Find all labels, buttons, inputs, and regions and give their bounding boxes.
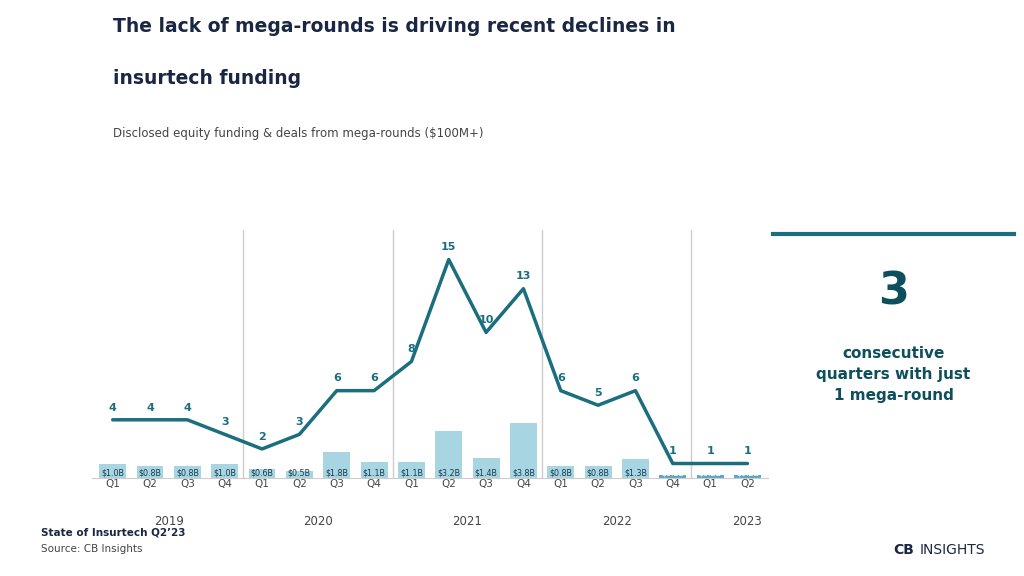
Text: $1.3B: $1.3B [624, 469, 647, 478]
Bar [99, 464, 126, 478]
Bar [878, 539, 884, 545]
Bar [622, 459, 649, 478]
Text: 8: 8 [408, 344, 416, 354]
Text: consecutive
quarters with just
1 mega-round: consecutive quarters with just 1 mega-ro… [816, 346, 971, 403]
Bar [360, 462, 387, 478]
Bar [435, 431, 462, 478]
Bar [510, 423, 537, 478]
Text: $1.0B: $1.0B [101, 469, 124, 478]
Bar [696, 475, 724, 478]
Text: $1.1B: $1.1B [400, 469, 423, 478]
Text: State of Insurtech Q2’23: State of Insurtech Q2’23 [41, 527, 185, 537]
Text: 1: 1 [707, 446, 714, 456]
Text: 15: 15 [441, 242, 457, 252]
Bar [211, 464, 239, 478]
Bar [73, 36, 88, 50]
Bar [49, 36, 65, 50]
Bar [249, 469, 275, 478]
Text: 2020: 2020 [303, 514, 333, 528]
Text: 4: 4 [109, 403, 117, 412]
Text: 2019: 2019 [154, 514, 183, 528]
Text: $1.8B: $1.8B [326, 469, 348, 478]
Text: $3.8B: $3.8B [512, 469, 535, 478]
Text: 2021: 2021 [453, 514, 482, 528]
Text: $1.4B: $1.4B [474, 469, 498, 478]
Text: 10: 10 [478, 315, 494, 325]
Text: $0.2B: $0.2B [698, 469, 722, 478]
Bar [286, 471, 313, 478]
Text: The lack of mega-rounds is driving recent declines in: The lack of mega-rounds is driving recen… [113, 17, 675, 36]
Bar [324, 452, 350, 478]
Text: 13: 13 [516, 271, 531, 282]
Bar [868, 548, 874, 555]
Bar [547, 467, 574, 478]
Text: 4: 4 [146, 403, 154, 412]
Text: 3: 3 [221, 417, 228, 427]
Bar [659, 475, 686, 478]
Text: 1: 1 [669, 446, 677, 456]
Text: 6: 6 [370, 373, 378, 384]
Text: $0.8B: $0.8B [138, 469, 162, 478]
Text: 5: 5 [594, 388, 602, 398]
Text: 6: 6 [632, 373, 639, 384]
Text: 6: 6 [333, 373, 341, 384]
Text: 3: 3 [878, 271, 909, 314]
Text: insurtech funding: insurtech funding [113, 69, 301, 88]
Text: Disclosed equity funding & deals from mega-rounds ($100M+): Disclosed equity funding & deals from me… [113, 127, 483, 140]
Text: $0.8B: $0.8B [549, 469, 572, 478]
Bar [136, 467, 164, 478]
Text: 3: 3 [296, 417, 303, 427]
Bar [868, 539, 874, 545]
Text: 4: 4 [183, 403, 191, 412]
Bar [73, 14, 88, 29]
Text: $0.5B: $0.5B [288, 469, 311, 478]
Text: $1.0B: $1.0B [213, 469, 237, 478]
Text: $0.2B: $0.2B [662, 469, 684, 478]
Text: $1.1B: $1.1B [362, 469, 386, 478]
Bar [174, 467, 201, 478]
Text: $0.6B: $0.6B [251, 469, 273, 478]
Bar [585, 467, 611, 478]
Text: INSIGHTS: INSIGHTS [920, 543, 985, 556]
Text: $0.2B: $0.2B [736, 469, 759, 478]
Text: CB: CB [893, 543, 913, 556]
Text: $3.2B: $3.2B [437, 469, 461, 478]
Bar [49, 14, 65, 29]
Text: 2: 2 [258, 431, 266, 442]
Text: 2023: 2023 [732, 514, 762, 528]
Bar [473, 458, 500, 478]
Bar [878, 548, 884, 555]
Bar [398, 462, 425, 478]
Bar [734, 475, 761, 478]
Text: Source: CB Insights: Source: CB Insights [41, 544, 142, 554]
Text: $0.8B: $0.8B [176, 469, 199, 478]
Text: 1: 1 [743, 446, 752, 456]
Text: 2022: 2022 [602, 514, 632, 528]
Text: 6: 6 [557, 373, 564, 384]
Text: $0.8B: $0.8B [587, 469, 609, 478]
